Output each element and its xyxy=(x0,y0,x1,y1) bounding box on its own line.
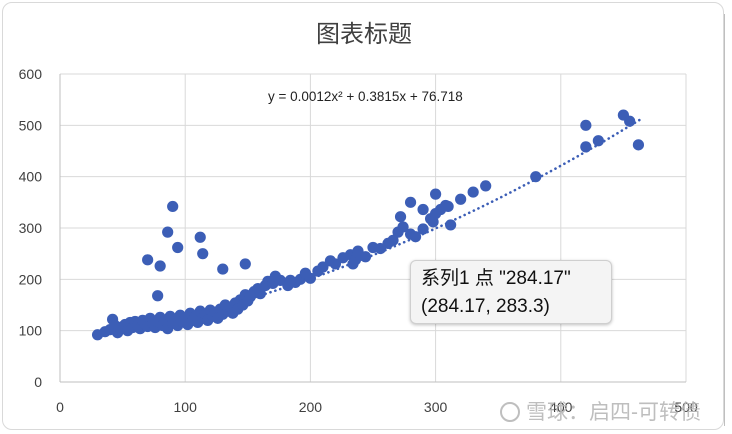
x-tick-label: 0 xyxy=(56,399,64,415)
y-tick-label: 0 xyxy=(34,374,42,390)
data-point[interactable] xyxy=(167,200,179,213)
tooltip-series-label: 系列1 点 "284.17" xyxy=(421,268,571,289)
data-point[interactable] xyxy=(440,199,452,212)
data-point[interactable] xyxy=(154,260,166,272)
data-point[interactable] xyxy=(317,261,329,273)
watermark-text: 雪球：启四-可转债 xyxy=(526,401,701,424)
data-point[interactable] xyxy=(480,180,492,192)
x-tick-label: 200 xyxy=(299,399,323,415)
x-tick-label: 100 xyxy=(174,399,198,415)
y-tick-label: 200 xyxy=(19,271,43,287)
data-point[interactable] xyxy=(632,139,645,151)
data-point[interactable] xyxy=(592,135,604,147)
y-tick-label: 400 xyxy=(19,169,43,185)
data-point[interactable] xyxy=(427,216,439,228)
watermark: 雪球：启四-可转债 xyxy=(500,396,701,426)
data-point[interactable] xyxy=(352,245,364,257)
data-point[interactable] xyxy=(430,188,442,200)
data-series[interactable] xyxy=(91,109,645,341)
data-point[interactable] xyxy=(624,115,636,127)
tick-labels: 0 100 200 300 400 500 600 0 100 200 300 400 500 xyxy=(19,66,698,415)
data-point[interactable] xyxy=(152,290,164,302)
chart-frame xyxy=(2,2,724,430)
trendline-equation[interactable]: y = 0.0012x² + 0.3815x + 76.718 xyxy=(268,89,463,104)
data-point[interactable] xyxy=(580,119,592,131)
data-point[interactable] xyxy=(142,254,154,266)
data-point[interactable] xyxy=(194,231,206,243)
data-point[interactable] xyxy=(284,274,296,286)
data-point[interactable] xyxy=(394,211,407,223)
chart-title[interactable]: 图表标题 xyxy=(316,21,412,48)
snowball-logo-icon xyxy=(500,402,520,422)
data-point[interactable] xyxy=(580,141,592,153)
window-divider xyxy=(724,14,725,426)
data-point[interactable] xyxy=(329,258,342,270)
data-point[interactable] xyxy=(239,258,251,270)
data-point[interactable] xyxy=(197,248,209,260)
data-point[interactable] xyxy=(417,203,429,216)
x-tick-label: 300 xyxy=(424,399,448,415)
data-point[interactable] xyxy=(217,263,229,275)
data-point[interactable] xyxy=(467,186,479,198)
y-tick-label: 500 xyxy=(19,117,43,133)
y-tick-label: 100 xyxy=(19,323,43,339)
data-point[interactable] xyxy=(404,196,417,208)
data-point[interactable] xyxy=(397,221,409,233)
data-point[interactable] xyxy=(530,171,542,183)
x-tick-label: 400 xyxy=(549,399,573,415)
data-point[interactable] xyxy=(347,258,359,270)
data-point[interactable] xyxy=(254,288,266,300)
y-tick-label: 300 xyxy=(19,220,43,236)
data-point[interactable] xyxy=(455,193,467,205)
data-point[interactable] xyxy=(172,241,184,254)
data-point[interactable] xyxy=(374,242,387,255)
data-point-tooltip: 系列1 点 "284.17" (284.17, 283.3) xyxy=(410,260,612,324)
axes xyxy=(59,74,686,383)
data-point[interactable] xyxy=(162,226,174,238)
data-point[interactable] xyxy=(299,267,311,279)
data-point[interactable] xyxy=(417,223,429,235)
y-tick-label: 600 xyxy=(19,66,43,82)
gridlines xyxy=(59,73,687,383)
data-point[interactable] xyxy=(409,231,422,243)
x-tick-label: 500 xyxy=(674,399,698,415)
data-point[interactable] xyxy=(445,219,457,231)
data-point[interactable] xyxy=(387,234,399,246)
tooltip-coordinates: (284.17, 283.3) xyxy=(421,296,550,317)
